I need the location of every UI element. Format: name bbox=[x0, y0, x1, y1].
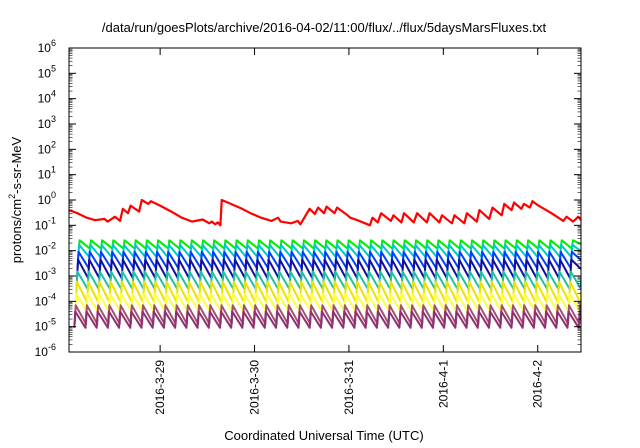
chart-title: /data/run/goesPlots/archive/2016-04-02/1… bbox=[102, 20, 547, 35]
y-tick-label: 102 bbox=[38, 139, 56, 156]
x-axis: 2016-3-29 2016-3-30 2016-3-31 2016-4-1 2016-… bbox=[153, 48, 545, 415]
x-tick-label: 2016-4-1 bbox=[436, 360, 450, 408]
x-tick-label: 2016-3-30 bbox=[248, 360, 262, 415]
series-line-6 bbox=[75, 270, 581, 291]
y-tick-label: 10-2 bbox=[35, 241, 56, 258]
y-tick-label: 106 bbox=[38, 38, 56, 55]
y-tick-label: 101 bbox=[38, 165, 56, 182]
y-tick-label: 10-3 bbox=[35, 266, 56, 283]
y-axis: 106 105 104 103 102 101 100 10-1 10-2 10-3 10-4 10-… bbox=[35, 38, 581, 359]
y-tick-label: 10-6 bbox=[35, 342, 56, 359]
y-tick-label: 10-4 bbox=[35, 291, 56, 308]
x-axis-label: Coordinated Universal Time (UTC) bbox=[224, 428, 423, 443]
series-line-5 bbox=[76, 258, 581, 280]
y-tick-label: 10-5 bbox=[35, 317, 56, 334]
x-tick-label: 2016-3-31 bbox=[342, 360, 356, 415]
series-line-1 bbox=[69, 198, 581, 227]
plot-frame bbox=[68, 47, 582, 353]
series-line-7 bbox=[75, 280, 581, 304]
y-tick-label: 100 bbox=[38, 190, 56, 207]
y-tick-label: 103 bbox=[38, 114, 56, 131]
y-tick-label: 105 bbox=[38, 63, 56, 80]
series-line-10 bbox=[73, 310, 581, 329]
x-tick-label: 2016-4-2 bbox=[531, 360, 545, 408]
y-tick-label: 10-1 bbox=[35, 215, 56, 232]
series-line-4 bbox=[76, 250, 581, 270]
series-line-2 bbox=[77, 239, 581, 250]
series-line-3 bbox=[77, 243, 581, 259]
series-layer bbox=[69, 198, 581, 329]
y-axis-label: protons/cm2-s-sr-MeV bbox=[7, 136, 24, 263]
y-tick-label: 104 bbox=[38, 89, 56, 106]
x-tick-label: 2016-3-29 bbox=[153, 360, 167, 415]
